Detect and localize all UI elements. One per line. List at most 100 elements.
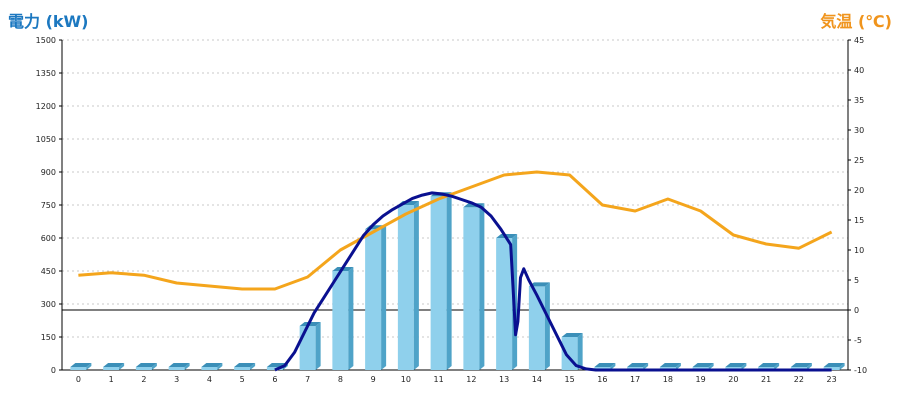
label-layer: 01503004506007509001050120013501500-10-5… (36, 36, 867, 384)
line-layer (78, 170, 833, 372)
power-bar (70, 367, 87, 370)
x-tick-label: 1 (109, 375, 114, 384)
x-tick-label: 22 (794, 375, 804, 384)
x-tick-label: 16 (597, 375, 607, 384)
power-bar-top (758, 363, 780, 367)
power-bar-side (446, 192, 452, 370)
power-bar (365, 229, 382, 370)
right-tick-label: -10 (854, 366, 867, 375)
power-bar-top (135, 363, 157, 367)
x-tick-label: 20 (728, 375, 738, 384)
left-tick-label: 0 (51, 366, 56, 375)
x-tick-label: 23 (827, 375, 837, 384)
power-bar-side (544, 282, 550, 370)
power-bar-top (692, 363, 714, 367)
power-bar (103, 367, 120, 370)
x-tick-label: 0 (76, 375, 81, 384)
power-bar-side (184, 363, 190, 370)
power-bar (135, 367, 152, 370)
power-bar-side (610, 363, 616, 370)
right-tick-label: 30 (854, 126, 864, 135)
power-bar-side (708, 363, 714, 370)
right-tick-label: 25 (854, 156, 864, 165)
left-tick-label: 1050 (36, 135, 56, 144)
power-bar-top (561, 333, 583, 337)
bar-layer (70, 192, 845, 370)
left-tick-label: 300 (41, 300, 56, 309)
left-axis-title: 電力 (kW) (8, 12, 89, 31)
power-bar (299, 326, 316, 370)
left-tick-label: 450 (41, 267, 56, 276)
power-bar-side (806, 363, 812, 370)
left-tick-label: 1500 (36, 36, 56, 45)
power-bar-top (528, 282, 550, 287)
power-bar-side (119, 363, 125, 370)
power-bar-top (70, 363, 92, 367)
right-tick-label: 0 (854, 306, 859, 315)
x-tick-label: 15 (565, 375, 575, 384)
x-tick-label: 12 (466, 375, 476, 384)
x-tick-label: 14 (532, 375, 542, 384)
x-tick-label: 5 (240, 375, 245, 384)
x-tick-label: 6 (272, 375, 277, 384)
left-tick-label: 1200 (36, 102, 56, 111)
power-bar (430, 196, 447, 370)
x-tick-label: 3 (174, 375, 179, 384)
power-bar-top (823, 363, 845, 367)
right-tick-label: 20 (854, 186, 864, 195)
power-bar-side (839, 363, 845, 370)
power-bar-top (201, 363, 223, 367)
power-bar-side (86, 363, 92, 370)
x-tick-label: 21 (761, 375, 771, 384)
x-tick-label: 9 (371, 375, 376, 384)
power-bar-side (151, 363, 157, 370)
x-tick-label: 8 (338, 375, 343, 384)
power-bar-top (627, 363, 649, 367)
power-bar-top (168, 363, 190, 367)
power-bar (168, 367, 185, 370)
left-tick-label: 600 (41, 234, 56, 243)
power-bar (528, 286, 545, 370)
power-bar-side (348, 267, 354, 370)
x-tick-label: 13 (499, 375, 509, 384)
left-tick-label: 150 (41, 333, 56, 342)
power-bar-side (577, 333, 583, 370)
power-bar (234, 367, 251, 370)
x-tick-label: 19 (696, 375, 706, 384)
right-tick-label: 10 (854, 246, 864, 255)
power-bar-side (675, 363, 681, 370)
right-axis-title: 気温 (℃) (820, 12, 892, 31)
power-bar (201, 367, 218, 370)
power-line (274, 191, 832, 372)
left-tick-label: 900 (41, 168, 56, 177)
left-tick-label: 1350 (36, 69, 56, 78)
x-tick-label: 17 (630, 375, 640, 384)
power-bar-side (774, 363, 780, 370)
x-tick-label: 2 (141, 375, 146, 384)
x-tick-label: 7 (305, 375, 310, 384)
power-bar-side (381, 225, 387, 370)
power-bar-top (659, 363, 681, 367)
x-tick-label: 4 (207, 375, 212, 384)
right-tick-label: 35 (854, 96, 864, 105)
x-tick-label: 10 (401, 375, 411, 384)
right-tick-label: 40 (854, 66, 864, 75)
power-bar-side (479, 203, 485, 370)
power-bar (463, 207, 480, 370)
right-tick-label: 15 (854, 216, 864, 225)
power-bar-top (725, 363, 747, 367)
temperature-line (78, 170, 833, 291)
power-bar (397, 205, 414, 370)
power-bar-top (790, 363, 812, 367)
left-tick-label: 750 (41, 201, 56, 210)
power-bar-top (234, 363, 256, 367)
right-tick-label: 45 (854, 36, 864, 45)
power-bar-top (594, 363, 616, 367)
right-tick-label: 5 (854, 276, 859, 285)
power-bar-side (413, 201, 419, 370)
power-bar (332, 271, 349, 370)
power-bar-side (643, 363, 649, 370)
x-tick-label: 11 (434, 375, 444, 384)
